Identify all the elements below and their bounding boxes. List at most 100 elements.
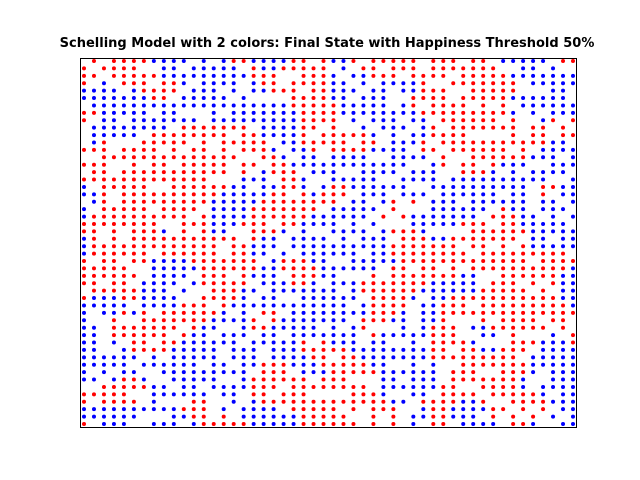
agent-point-red (491, 384, 496, 389)
agent-point-blue (231, 392, 236, 397)
agent-point-red (231, 288, 236, 293)
agent-point-blue (321, 310, 326, 315)
agent-point-red (551, 318, 556, 323)
agent-point-red (431, 259, 436, 264)
agent-point-blue (521, 59, 526, 63)
agent-point-blue (461, 422, 466, 426)
agent-point-red (371, 59, 376, 63)
agent-point-blue (391, 370, 396, 375)
agent-point-blue (91, 362, 96, 367)
agent-point-red (101, 147, 106, 152)
agent-point-red (511, 155, 516, 160)
agent-point-red (371, 333, 376, 338)
agent-point-red (431, 422, 436, 426)
agent-point-red (461, 370, 466, 375)
agent-point-blue (82, 310, 86, 315)
agent-point-blue (191, 392, 196, 397)
agent-point-blue (241, 355, 246, 360)
agent-point-red (101, 399, 106, 404)
agent-point-blue (281, 347, 286, 352)
agent-point-blue (231, 66, 236, 71)
agent-point-blue (371, 192, 376, 197)
agent-point-blue (111, 377, 116, 382)
agent-point-blue (531, 229, 536, 234)
agent-point-red (501, 251, 506, 256)
agent-point-blue (551, 244, 556, 249)
agent-point-blue (531, 110, 536, 115)
agent-point-red (181, 155, 186, 160)
agent-point-red (161, 170, 166, 175)
agent-point-blue (421, 170, 426, 175)
agent-point-red (361, 384, 366, 389)
agent-point-red (491, 303, 496, 308)
agent-point-red (541, 296, 546, 301)
agent-point-blue (301, 325, 306, 330)
agent-point-blue (331, 288, 336, 293)
agent-point-blue (231, 88, 236, 93)
agent-point-blue (411, 88, 416, 93)
agent-point-blue (411, 384, 416, 389)
agent-point-red (141, 147, 146, 152)
agent-point-blue (211, 384, 216, 389)
agent-point-blue (301, 236, 306, 241)
agent-point-blue (321, 318, 326, 323)
agent-point-red (311, 266, 316, 271)
agent-point-blue (121, 303, 126, 308)
agent-point-red (311, 125, 316, 130)
agent-point-red (271, 155, 276, 160)
agent-point-red (191, 170, 196, 175)
agent-point-red (281, 221, 286, 226)
agent-point-red (501, 125, 506, 130)
agent-point-red (261, 392, 266, 397)
agent-point-red (471, 362, 476, 367)
agent-point-red (191, 310, 196, 315)
agent-point-blue (82, 333, 86, 338)
agent-point-blue (571, 214, 575, 219)
agent-point-red (151, 236, 156, 241)
agent-point-red (301, 214, 306, 219)
agent-point-red (211, 155, 216, 160)
agent-point-red (291, 221, 296, 226)
agent-point-red (471, 355, 476, 360)
agent-point-red (121, 177, 126, 182)
agent-point-red (101, 244, 106, 249)
agent-point-blue (211, 73, 216, 78)
agent-point-red (421, 281, 426, 286)
agent-point-blue (181, 81, 186, 86)
agent-point-red (301, 118, 306, 123)
agent-point-red (431, 59, 436, 63)
agent-point-red (161, 251, 166, 256)
agent-point-red (441, 59, 446, 63)
agent-point-red (82, 229, 86, 234)
agent-point-red (141, 325, 146, 330)
agent-point-blue (161, 288, 166, 293)
agent-point-red (281, 377, 286, 382)
agent-point-blue (121, 110, 126, 115)
agent-point-red (131, 384, 136, 389)
agent-point-red (291, 199, 296, 204)
agent-point-blue (181, 414, 186, 419)
agent-point-blue (221, 333, 226, 338)
agent-point-blue (82, 184, 86, 189)
agent-point-red (421, 73, 426, 78)
agent-point-blue (571, 199, 575, 204)
agent-point-red (291, 399, 296, 404)
agent-point-red (471, 162, 476, 167)
agent-point-blue (261, 192, 266, 197)
agent-point-red (451, 333, 456, 338)
agent-point-blue (331, 177, 336, 182)
agent-point-blue (101, 355, 106, 360)
agent-point-red (231, 422, 236, 426)
agent-point-red (151, 170, 156, 175)
agent-point-blue (351, 184, 356, 189)
agent-point-red (261, 199, 266, 204)
agent-point-blue (421, 414, 426, 419)
agent-point-blue (371, 221, 376, 226)
agent-point-red (131, 184, 136, 189)
agent-point-red (441, 422, 446, 426)
agent-point-blue (101, 96, 106, 101)
agent-point-red (541, 259, 546, 264)
agent-point-red (521, 318, 526, 323)
agent-point-red (101, 214, 106, 219)
agent-point-red (431, 147, 436, 152)
